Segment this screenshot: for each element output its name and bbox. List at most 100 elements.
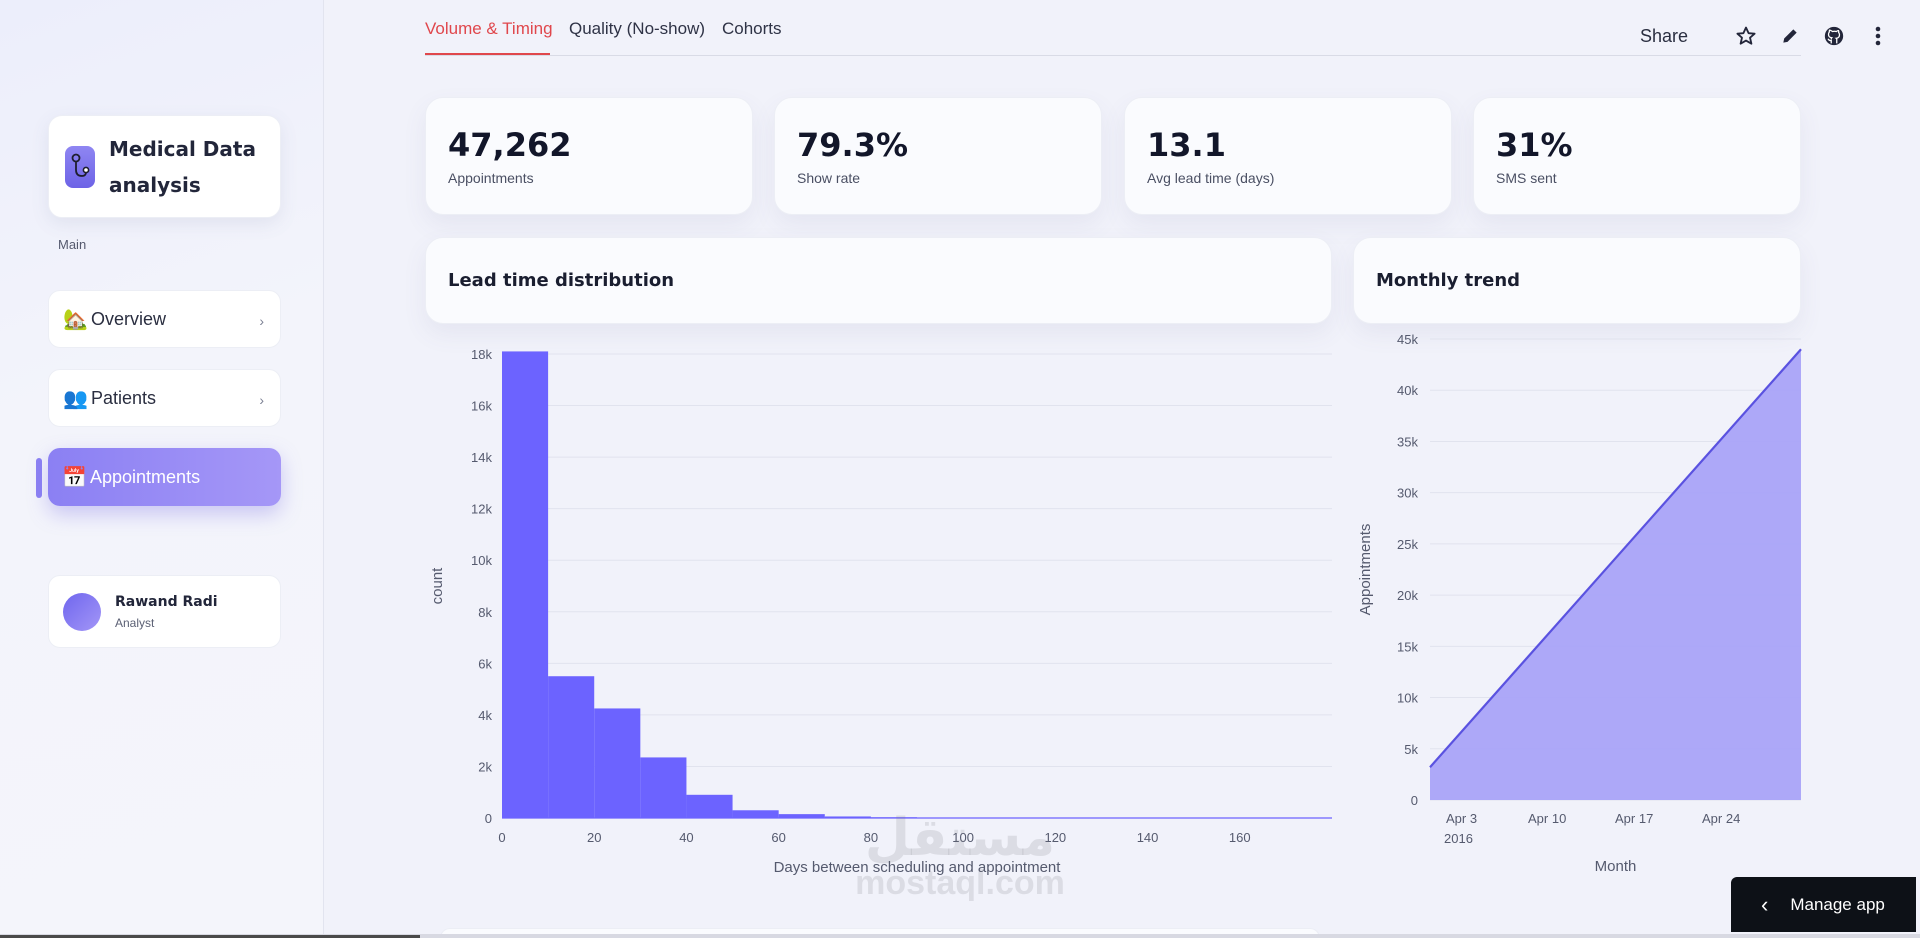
histogram-bar (732, 810, 779, 818)
chevron-right-icon: › (259, 392, 264, 408)
share-button[interactable]: Share (1639, 25, 1688, 46)
github-icon[interactable] (1822, 24, 1846, 48)
y-tick-label: 5k (1404, 742, 1418, 757)
y-tick-label: 0 (1411, 793, 1418, 808)
brand-title: Medical Data analysis (109, 131, 256, 203)
x-axis-title: Month (1595, 858, 1637, 875)
stethoscope-icon (65, 145, 95, 188)
user-card[interactable]: Rawand Radi Analyst (48, 575, 281, 648)
bottom-border (0, 934, 1920, 938)
y-tick-label: 4k (478, 708, 492, 723)
bottom-scroll-indicator (0, 935, 420, 938)
user-role: Analyst (115, 615, 155, 630)
chevron-right-icon: › (259, 313, 264, 329)
nav-section-label: Main (58, 237, 87, 252)
x-tick-label: Apr 17 (1615, 811, 1653, 826)
sidebar-item-label: Overview (91, 308, 167, 329)
x-tick-label: 100 (952, 830, 974, 845)
y-tick-label: 20k (1397, 588, 1418, 603)
area-fill (1430, 349, 1801, 800)
y-tick-label: 12k (471, 502, 492, 517)
y-tick-label: 10k (1397, 691, 1418, 706)
y-tick-label: 2k (478, 759, 492, 774)
y-tick-label: 6k (478, 656, 492, 671)
x-tick-label: Apr 24 (1702, 811, 1740, 826)
lead-time-title-card: Lead time distribution (425, 237, 1332, 324)
metric-value: 79.3% (797, 126, 909, 164)
histogram-bar (594, 708, 641, 818)
manage-app-label: Manage app (1790, 894, 1885, 914)
sidebar-item-label: Appointments (90, 466, 201, 487)
pencil-icon[interactable] (1778, 24, 1802, 48)
y-tick-label: 45k (1397, 332, 1418, 347)
y-tick-label: 18k (471, 347, 492, 362)
tab-quality-no-show[interactable]: Quality (No-show) (569, 19, 706, 38)
histogram-bar (502, 351, 549, 818)
x-tick-label: Apr 10 (1528, 811, 1566, 826)
monthly-trend-title-card: Monthly trend (1353, 237, 1801, 324)
y-tick-label: 15k (1397, 639, 1418, 654)
watermark: مستقل mostaql.com (840, 810, 1080, 900)
y-tick-label: 35k (1397, 434, 1418, 449)
x-tick-label: 40 (679, 830, 693, 845)
house-icon: 🏡 (63, 308, 88, 331)
x-tick-label: 60 (771, 830, 785, 845)
calendar-icon: 📅 (62, 466, 87, 489)
active-tab-underline (425, 53, 550, 55)
metric-card-lead-time: 13.1 Avg lead time (days) (1124, 97, 1452, 215)
y-tick-label: 25k (1397, 537, 1418, 552)
metric-value: 47,262 (448, 126, 572, 164)
x-axis-title: Days between scheduling and appointment (774, 859, 1062, 876)
histogram-bar (548, 676, 595, 818)
tab-bar: Volume & Timing Quality (No-show) Cohort… (425, 0, 1801, 56)
tab-cohorts[interactable]: Cohorts (722, 19, 782, 38)
tab-volume-timing[interactable]: Volume & Timing (425, 19, 553, 38)
metric-card-show-rate: 79.3% Show rate (774, 97, 1102, 215)
user-name: Rawand Radi (115, 593, 218, 610)
x-tick-label: 140 (1137, 830, 1159, 845)
x-tick-label: 20 (587, 830, 601, 845)
y-axis-title: Appointments (1357, 524, 1374, 616)
metric-value: 13.1 (1147, 126, 1226, 164)
histogram-bar (824, 816, 871, 818)
monthly-trend-chart: 0 5k 10k 15k 20k 25k 30k 35k 40k 45k Apr 3 Apr 10 Ap… (1357, 332, 1802, 875)
sidebar-item-overview[interactable]: 🏡 Overview › (48, 290, 281, 348)
y-tick-label: 14k (471, 450, 492, 465)
brand-card: Medical Data analysis (48, 115, 281, 218)
metric-card-sms-sent: 31% SMS sent (1473, 97, 1801, 215)
y-tick-label: 30k (1397, 486, 1418, 501)
toolbar: Share (1640, 24, 1890, 48)
avatar (63, 592, 101, 631)
star-icon[interactable] (1734, 24, 1758, 48)
metric-label: Avg lead time (days) (1147, 170, 1275, 186)
chevron-left-icon: ‹ (1761, 891, 1769, 917)
histogram-bar (640, 757, 687, 818)
x-tick-year: 2016 (1444, 831, 1473, 846)
metric-value: 31% (1496, 126, 1573, 164)
sidebar-item-label: Patients (91, 387, 157, 408)
trend-line (1429, 348, 1802, 768)
brand-title-line1: Medical Data (109, 136, 256, 161)
active-indicator (36, 458, 42, 498)
more-vertical-icon[interactable] (1866, 24, 1890, 48)
metric-label: Show rate (797, 170, 861, 186)
histogram-bar (686, 794, 733, 818)
manage-app-button[interactable]: ‹ Manage app (1731, 877, 1916, 932)
x-tick-label: 120 (1044, 830, 1066, 845)
metric-label: SMS sent (1496, 170, 1557, 186)
sidebar: Medical Data analysis Main 🏡 Overview › … (0, 0, 324, 938)
section-title: Lead time distribution (448, 270, 675, 291)
metric-label: Appointments (448, 170, 534, 186)
y-tick-label: 40k (1397, 383, 1418, 398)
x-tick-label: 160 (1229, 830, 1251, 845)
x-tick-label: 0 (498, 830, 505, 845)
y-tick-label: 16k (471, 399, 492, 414)
x-tick-label: Apr 3 (1446, 811, 1477, 826)
users-icon: 👥 (63, 387, 88, 410)
watermark-latin: mostaql.com (855, 864, 1065, 902)
sidebar-item-appointments[interactable]: 📅 Appointments (48, 448, 281, 506)
y-axis-title: count (429, 567, 446, 605)
sidebar-item-patients[interactable]: 👥 Patients › (48, 369, 281, 427)
histogram-bar (778, 814, 825, 818)
section-title: Monthly trend (1376, 270, 1521, 291)
